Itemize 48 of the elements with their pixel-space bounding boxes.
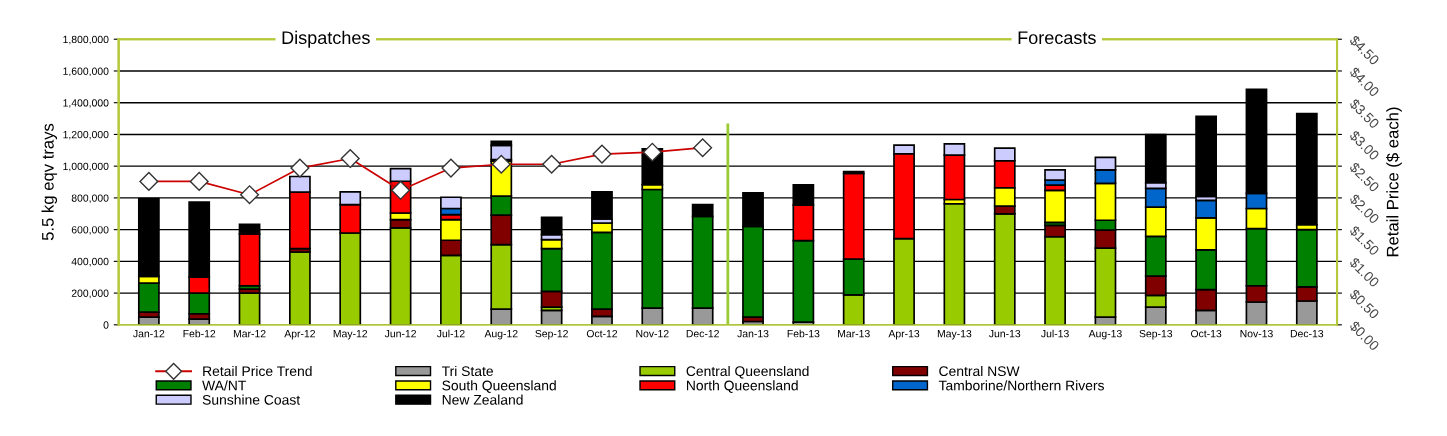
x-tick-label: Jul-13 — [1041, 329, 1069, 338]
x-tick-label: Apr-12 — [284, 329, 316, 340]
y-axis-title: 5.5 kg eqv trays — [41, 123, 58, 241]
y-tick-label: 1,600,000 — [63, 67, 109, 77]
y-tick-label: 800,000 — [71, 194, 109, 203]
x-tick-label: Aug-12 — [484, 329, 518, 340]
annotation: Dispatches — [282, 30, 370, 48]
y-tick-label: 1,800,000 — [63, 35, 109, 45]
y-tick-label: 400,000 — [71, 257, 109, 267]
legend-label: Central Queensland — [686, 365, 809, 379]
x-tick-label: May-12 — [333, 329, 368, 340]
x-tick-label: May-13 — [937, 329, 972, 340]
legend-label: WA/NT — [202, 380, 246, 391]
legend-label: Retail Price Trend — [203, 365, 312, 377]
x-tick-label: Mar-13 — [838, 329, 870, 338]
y-tick-label: 1,000,000 — [63, 162, 109, 172]
y-tick-label: 600,000 — [71, 226, 109, 235]
x-tick-label: Jan-12 — [133, 329, 165, 338]
x-tick-label: Feb-12 — [183, 329, 216, 338]
legend-label: Sunshine Coast — [202, 394, 301, 405]
x-tick-label: Sep-13 — [1139, 329, 1173, 340]
x-tick-label: Dec-13 — [1290, 329, 1324, 338]
legend-label: South Queensland — [442, 380, 556, 393]
x-tick-label: Dec-12 — [686, 329, 719, 338]
legend-label: Tamborine/Northern Rivers — [938, 380, 1104, 391]
y-tick-label: 1,400,000 — [63, 99, 109, 108]
legend-label: Tri State — [441, 365, 493, 377]
y-tick-label: 1,200,000 — [63, 130, 109, 140]
legend-label: Central NSW — [939, 365, 1020, 377]
x-tick-label: Mar-12 — [233, 329, 266, 338]
legend-label: North Queensland — [686, 380, 798, 393]
x-tick-label: Jun-13 — [988, 329, 1021, 338]
annotation: Forecasts — [1018, 31, 1096, 45]
x-tick-label: Sep-12 — [535, 329, 568, 340]
y-tick-label: 200,000 — [71, 289, 109, 299]
x-tick-label: Oct-13 — [1190, 329, 1222, 338]
x-tick-label: Apr-13 — [888, 329, 920, 340]
x-tick-label: Nov-13 — [1240, 329, 1273, 338]
legend-label: New Zealand — [442, 394, 523, 405]
y2-axis-title: Retail Price ($ each) — [1386, 107, 1402, 257]
x-tick-label: Jun-12 — [384, 329, 416, 338]
y-tick-label: 0 — [103, 321, 109, 329]
x-tick-label: Feb-13 — [787, 329, 820, 338]
x-tick-label: Jan-13 — [737, 329, 769, 338]
x-tick-label: Jul-12 — [436, 329, 465, 338]
x-tick-label: Nov-12 — [636, 329, 669, 338]
x-tick-label: Aug-13 — [1088, 329, 1122, 340]
x-tick-label: Oct-12 — [586, 329, 618, 338]
